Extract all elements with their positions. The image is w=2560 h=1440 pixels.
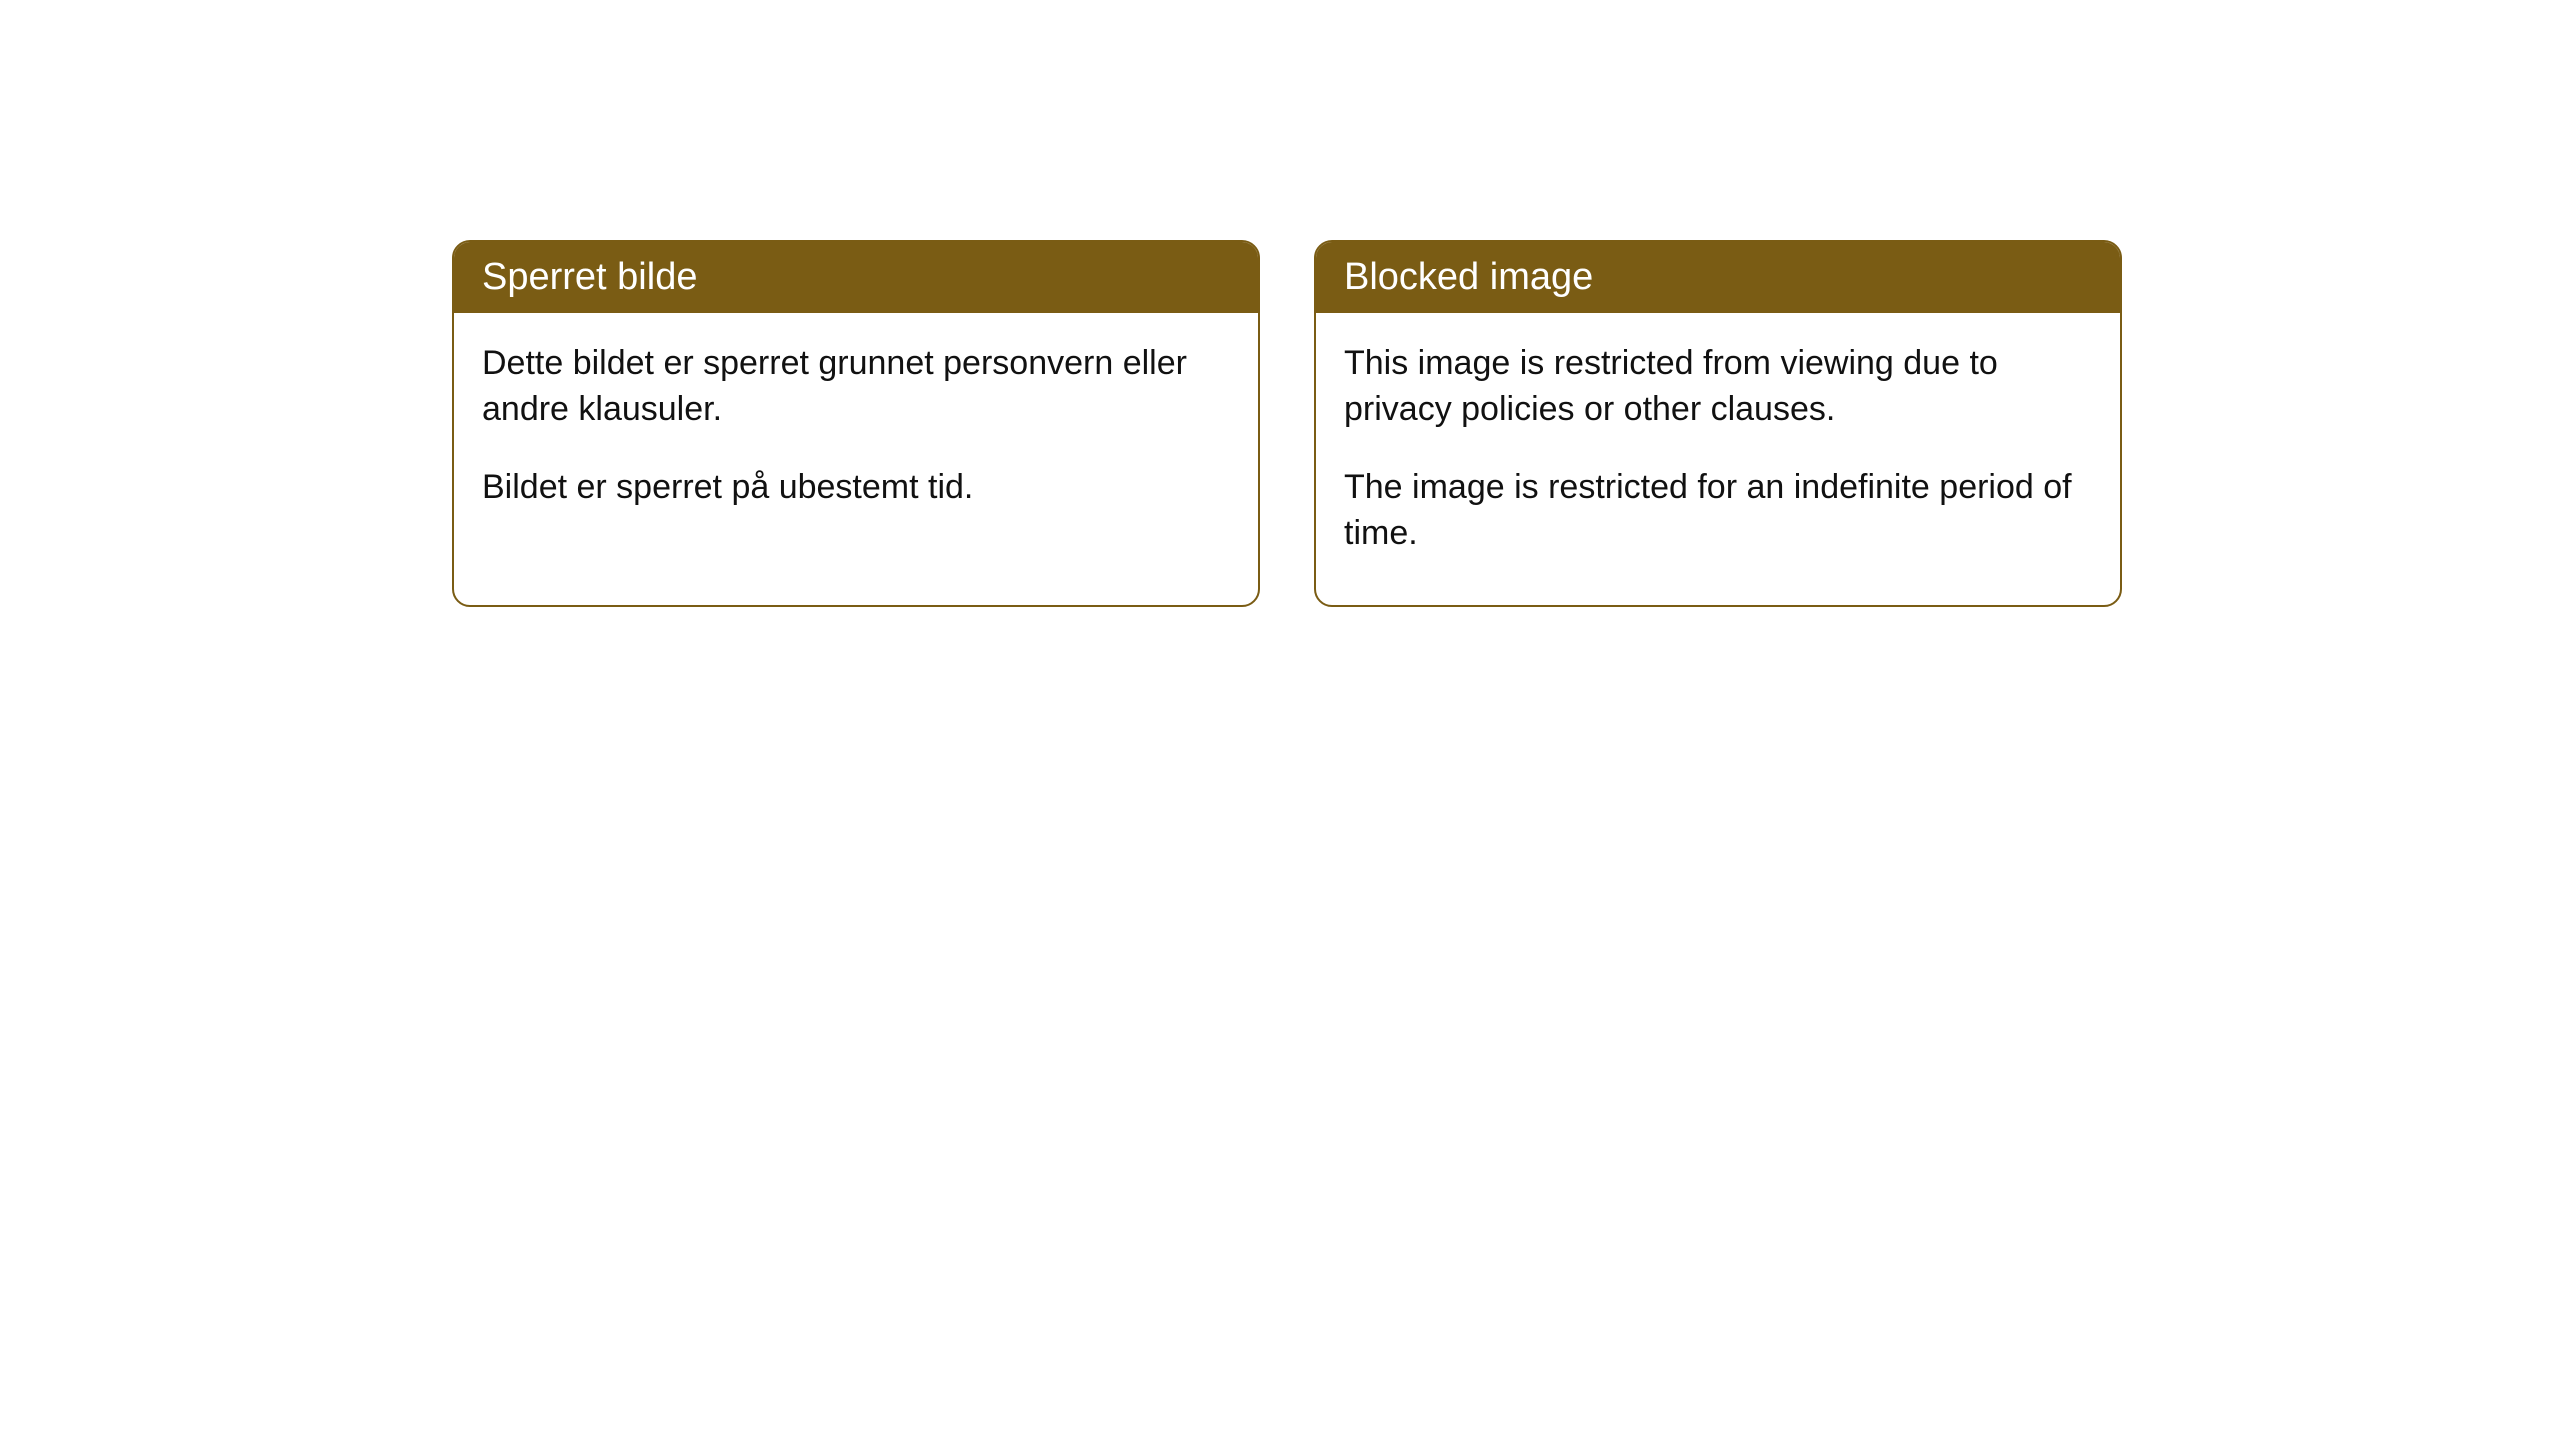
card-title: Blocked image [1344,256,1593,298]
notice-cards-container: Sperret bilde Dette bildet er sperret gr… [452,240,2122,607]
card-header: Blocked image [1316,242,2120,313]
card-body: Dette bildet er sperret grunnet personve… [454,313,1258,559]
blocked-image-card-english: Blocked image This image is restricted f… [1314,240,2122,607]
card-paragraph-1: Dette bildet er sperret grunnet personve… [482,341,1230,433]
card-paragraph-1: This image is restricted from viewing du… [1344,341,2092,433]
card-body: This image is restricted from viewing du… [1316,313,2120,605]
card-paragraph-2: The image is restricted for an indefinit… [1344,465,2092,557]
card-paragraph-2: Bildet er sperret på ubestemt tid. [482,465,1230,511]
card-header: Sperret bilde [454,242,1258,313]
blocked-image-card-norwegian: Sperret bilde Dette bildet er sperret gr… [452,240,1260,607]
card-title: Sperret bilde [482,256,697,298]
